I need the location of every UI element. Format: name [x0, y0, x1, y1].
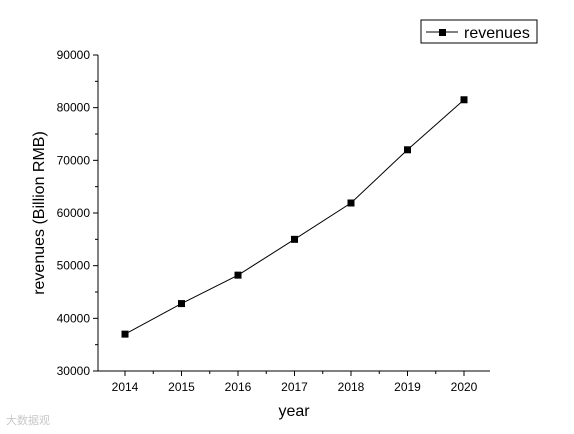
data-point [178, 300, 185, 308]
y-tick-label: 70000 [57, 153, 91, 167]
data-point [291, 235, 298, 243]
y-tick-label: 80000 [57, 101, 91, 115]
y-axis-title: revenues (Billion RMB) [31, 131, 48, 295]
data-point [460, 96, 468, 104]
x-tick-label: 2014 [112, 380, 139, 394]
x-tick-label: 2018 [338, 380, 365, 394]
x-tick-label: 2015 [168, 380, 195, 394]
legend-marker [439, 29, 446, 36]
data-point [121, 330, 129, 338]
data-point [347, 199, 355, 207]
x-axis-title: year [278, 403, 310, 420]
x-tick-label: 2017 [281, 380, 308, 394]
legend-label: revenues [464, 25, 530, 42]
series-line [124, 99, 465, 335]
x-axis-ticks: 2014 2015 2016 2017 2018 2019 2020 [112, 371, 478, 394]
y-tick-label: 30000 [57, 364, 91, 378]
y-tick-label: 40000 [57, 311, 91, 325]
data-point [404, 146, 411, 154]
data-point [234, 271, 242, 279]
y-tick-label: 50000 [57, 259, 91, 273]
x-tick-label: 2016 [225, 380, 252, 394]
watermark-text: 大数据观 [6, 414, 50, 427]
legend: revenues [420, 19, 538, 44]
x-tick-label: 2020 [451, 380, 478, 394]
y-tick-label: 90000 [57, 48, 91, 62]
plot-frame [97, 55, 490, 372]
y-tick-label: 60000 [57, 206, 91, 220]
x-tick-label: 2019 [394, 380, 421, 394]
legend-box [420, 19, 538, 44]
watermark-logo: 大数据观 [6, 412, 50, 428]
series-group [121, 96, 468, 338]
y-axis-ticks: 30000 40000 50000 60000 70000 80000 90000 [57, 48, 98, 378]
